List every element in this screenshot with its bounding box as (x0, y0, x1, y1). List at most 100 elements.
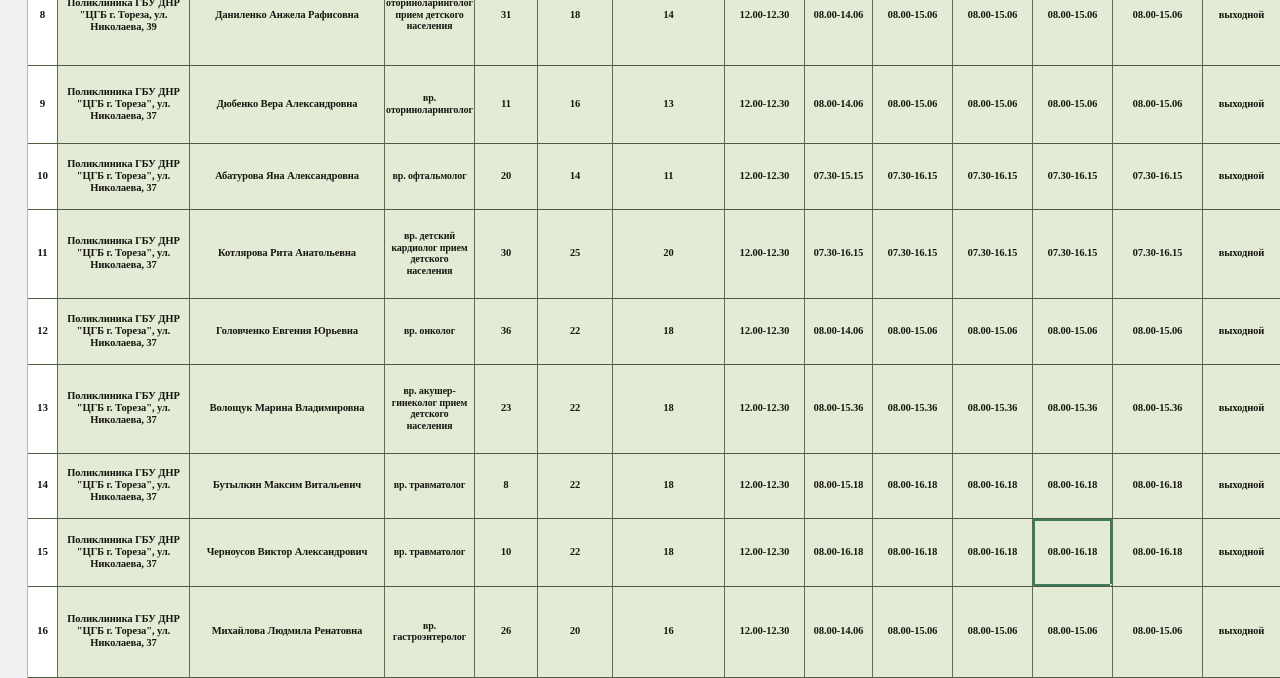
cell-count-2-column-r18[interactable]: 22 (538, 299, 613, 365)
cell-saturday-column-r16[interactable]: выходной (1203, 144, 1280, 210)
cell-speciality-column-r15[interactable]: вр. оториноларинголог (385, 66, 475, 144)
cell-monday-column-r20[interactable]: 08.00-15.18 (805, 454, 873, 519)
cell-doctor-name-column-r18[interactable]: Головченко Евгения Юрьевна (190, 299, 385, 365)
cell-monday-column-r17[interactable]: 07.30-16.15 (805, 210, 873, 299)
cell-thursday-column-r16[interactable]: 07.30-16.15 (1033, 144, 1113, 210)
cell-facility-column-r17[interactable]: Поликлиника ГБУ ДНР "ЦГБ г. Тореза", ул.… (58, 210, 190, 299)
cell-saturday-column-r17[interactable]: выходной (1203, 210, 1280, 299)
cell-row-number-column-r17[interactable]: 11 (28, 210, 58, 299)
cell-saturday-column-r18[interactable]: выходной (1203, 299, 1280, 365)
cell-tuesday-column-r15[interactable]: 08.00-15.06 (873, 66, 953, 144)
cell-count-1-column-r18[interactable]: 36 (475, 299, 538, 365)
cell-facility-column-r15[interactable]: Поликлиника ГБУ ДНР "ЦГБ г. Тореза", ул.… (58, 66, 190, 144)
cell-doctor-name-column-r21[interactable]: Черноусов Виктор Александрович (190, 519, 385, 587)
cell-wednesday-column-r15[interactable]: 08.00-15.06 (953, 66, 1033, 144)
cell-doctor-name-column-r14[interactable]: Даниленко Анжела Рафисовна (190, 0, 385, 66)
cell-count-2-column-r20[interactable]: 22 (538, 454, 613, 519)
cell-count-1-column-r14[interactable]: 31 (475, 0, 538, 66)
cell-break-time-column-r14[interactable]: 12.00-12.30 (725, 0, 805, 66)
cell-saturday-column-r20[interactable]: выходной (1203, 454, 1280, 519)
cell-wednesday-column-r16[interactable]: 07.30-16.15 (953, 144, 1033, 210)
cell-count-1-column-r17[interactable]: 30 (475, 210, 538, 299)
cell-doctor-name-column-r20[interactable]: Бутылкин Максим Витальевич (190, 454, 385, 519)
cell-facility-column-r22[interactable]: Поликлиника ГБУ ДНР "ЦГБ г. Тореза", ул.… (58, 587, 190, 678)
cell-speciality-column-r20[interactable]: вр. травматолог (385, 454, 475, 519)
cell-row-number-column-r21[interactable]: 15 (28, 519, 58, 587)
cell-count-3-column-r22[interactable]: 16 (613, 587, 725, 678)
cell-count-3-column-r19[interactable]: 18 (613, 365, 725, 454)
cell-tuesday-column-r17[interactable]: 07.30-16.15 (873, 210, 953, 299)
cell-count-2-column-r17[interactable]: 25 (538, 210, 613, 299)
table-row[interactable]: 10 Поликлиника ГБУ ДНР "ЦГБ г. Тореза", у… (28, 144, 1280, 210)
cell-wednesday-column-r18[interactable]: 08.00-15.06 (953, 299, 1033, 365)
cell-speciality-column-r16[interactable]: вр. офтальмолог (385, 144, 475, 210)
cell-wednesday-column-r17[interactable]: 07.30-16.15 (953, 210, 1033, 299)
cell-doctor-name-column-r15[interactable]: Дюбенко Вера Александровна (190, 66, 385, 144)
cell-thursday-column-r15[interactable]: 08.00-15.06 (1033, 66, 1113, 144)
cell-count-1-column-r19[interactable]: 23 (475, 365, 538, 454)
cell-tuesday-column-r18[interactable]: 08.00-15.06 (873, 299, 953, 365)
cell-row-number-column-r15[interactable]: 9 (28, 66, 58, 144)
cell-doctor-name-column-r22[interactable]: Михайлова Людмила Ренатовна (190, 587, 385, 678)
cell-doctor-name-column-r19[interactable]: Волощук Марина Владимировна (190, 365, 385, 454)
cell-thursday-column-r19[interactable]: 08.00-15.36 (1033, 365, 1113, 454)
table-row[interactable]: 14 Поликлиника ГБУ ДНР "ЦГБ г. Тореза", у… (28, 454, 1280, 519)
cell-monday-column-r22[interactable]: 08.00-14.06 (805, 587, 873, 678)
cell-thursday-column-r14[interactable]: 08.00-15.06 (1033, 0, 1113, 66)
cell-saturday-column-r19[interactable]: выходной (1203, 365, 1280, 454)
cell-saturday-column-r21[interactable]: выходной (1203, 519, 1280, 587)
sheet-grid[interactable]: 8 Поликлиника ГБУ ДНР "ЦГБ г. Тореза, ул.… (28, 0, 1280, 678)
cell-tuesday-column-r21[interactable]: 08.00-16.18 (873, 519, 953, 587)
cell-monday-column-r15[interactable]: 08.00-14.06 (805, 66, 873, 144)
cell-saturday-column-r22[interactable]: выходной (1203, 587, 1280, 678)
cell-thursday-column-r18[interactable]: 08.00-15.06 (1033, 299, 1113, 365)
cell-count-3-column-r21[interactable]: 18 (613, 519, 725, 587)
cell-speciality-column-r19[interactable]: вр. акушер-гинеколог прием детского насе… (385, 365, 475, 454)
cell-monday-column-r16[interactable]: 07.30-15.15 (805, 144, 873, 210)
cell-count-2-column-r16[interactable]: 14 (538, 144, 613, 210)
cell-count-2-column-r22[interactable]: 20 (538, 587, 613, 678)
cell-saturday-column-r15[interactable]: выходной (1203, 66, 1280, 144)
cell-thursday-column-r22[interactable]: 08.00-15.06 (1033, 587, 1113, 678)
cell-speciality-column-r17[interactable]: вр. детский кардиолог прием детского нас… (385, 210, 475, 299)
cell-speciality-column-r18[interactable]: вр. онколог (385, 299, 475, 365)
cell-count-3-column-r20[interactable]: 18 (613, 454, 725, 519)
cell-tuesday-column-r19[interactable]: 08.00-15.36 (873, 365, 953, 454)
cell-friday-column-r19[interactable]: 08.00-15.36 (1113, 365, 1203, 454)
cell-friday-column-r20[interactable]: 08.00-16.18 (1113, 454, 1203, 519)
cell-facility-column-r19[interactable]: Поликлиника ГБУ ДНР "ЦГБ г. Тореза", ул.… (58, 365, 190, 454)
cell-monday-column-r21[interactable]: 08.00-16.18 (805, 519, 873, 587)
cell-facility-column-r21[interactable]: Поликлиника ГБУ ДНР "ЦГБ г. Тореза", ул.… (58, 519, 190, 587)
cell-wednesday-column-r20[interactable]: 08.00-16.18 (953, 454, 1033, 519)
cell-count-1-column-r21[interactable]: 10 (475, 519, 538, 587)
cell-count-2-column-r19[interactable]: 22 (538, 365, 613, 454)
cell-count-1-column-r16[interactable]: 20 (475, 144, 538, 210)
cell-tuesday-column-r20[interactable]: 08.00-16.18 (873, 454, 953, 519)
cell-break-time-column-r22[interactable]: 12.00-12.30 (725, 587, 805, 678)
cell-count-2-column-r14[interactable]: 18 (538, 0, 613, 66)
cell-break-time-column-r17[interactable]: 12.00-12.30 (725, 210, 805, 299)
cell-facility-column-r20[interactable]: Поликлиника ГБУ ДНР "ЦГБ г. Тореза", ул.… (58, 454, 190, 519)
cell-friday-column-r22[interactable]: 08.00-15.06 (1113, 587, 1203, 678)
cell-friday-column-r16[interactable]: 07.30-16.15 (1113, 144, 1203, 210)
cell-count-3-column-r14[interactable]: 14 (613, 0, 725, 66)
cell-count-1-column-r20[interactable]: 8 (475, 454, 538, 519)
cell-row-number-column-r16[interactable]: 10 (28, 144, 58, 210)
cell-row-number-column-r19[interactable]: 13 (28, 365, 58, 454)
cell-break-time-column-r21[interactable]: 12.00-12.30 (725, 519, 805, 587)
cell-facility-column-r16[interactable]: Поликлиника ГБУ ДНР "ЦГБ г. Тореза", ул.… (58, 144, 190, 210)
cell-facility-column-r18[interactable]: Поликлиника ГБУ ДНР "ЦГБ г. Тореза", ул.… (58, 299, 190, 365)
cell-doctor-name-column-r17[interactable]: Котлярова Рита Анатольевна (190, 210, 385, 299)
cell-break-time-column-r16[interactable]: 12.00-12.30 (725, 144, 805, 210)
cell-wednesday-column-r19[interactable]: 08.00-15.36 (953, 365, 1033, 454)
cell-row-number-column-r14[interactable]: 8 (28, 0, 58, 66)
cell-friday-column-r17[interactable]: 07.30-16.15 (1113, 210, 1203, 299)
cell-break-time-column-r19[interactable]: 12.00-12.30 (725, 365, 805, 454)
cell-friday-column-r18[interactable]: 08.00-15.06 (1113, 299, 1203, 365)
table-row[interactable]: 9 Поликлиника ГБУ ДНР "ЦГБ г. Тореза", ул… (28, 66, 1280, 144)
cell-count-3-column-r16[interactable]: 11 (613, 144, 725, 210)
cell-doctor-name-column-r16[interactable]: Абатурова Яна Александровна (190, 144, 385, 210)
cell-tuesday-column-r16[interactable]: 07.30-16.15 (873, 144, 953, 210)
cell-speciality-column-r21[interactable]: вр. травматолог (385, 519, 475, 587)
